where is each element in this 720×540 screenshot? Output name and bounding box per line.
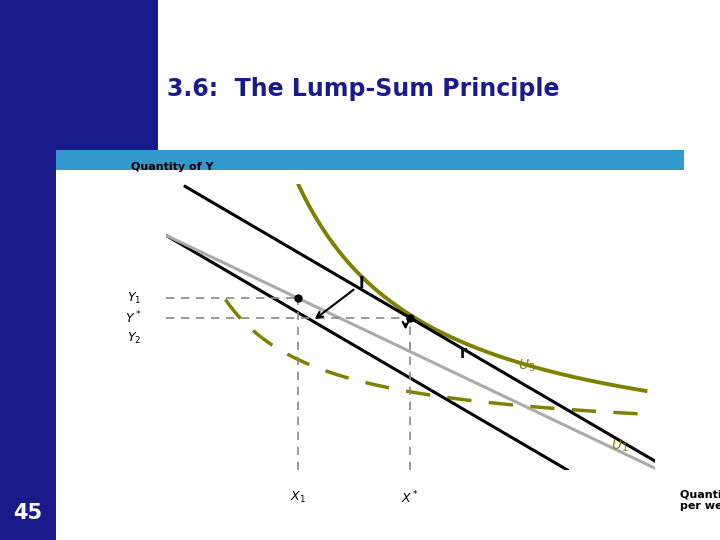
Text: I': I' [459, 347, 469, 361]
Text: FIGURE 3.6:  The Lump-Sum Principle: FIGURE 3.6: The Lump-Sum Principle [61, 77, 559, 101]
Text: $X_1$: $X_1$ [290, 490, 306, 505]
Text: 45: 45 [13, 503, 42, 523]
Text: $Y_2$: $Y_2$ [127, 330, 141, 346]
Text: Quantity of Y: Quantity of Y [131, 162, 214, 172]
Text: $Y_1$: $Y_1$ [127, 291, 141, 306]
Text: I: I [317, 276, 364, 318]
Text: $Y^*$: $Y^*$ [125, 310, 141, 326]
Text: $X^*$: $X^*$ [402, 490, 419, 507]
Text: $U_1$: $U_1$ [611, 438, 629, 454]
Text: $U_3$: $U_3$ [518, 357, 536, 374]
Text: Quantity of X
per week: Quantity of X per week [680, 490, 720, 511]
